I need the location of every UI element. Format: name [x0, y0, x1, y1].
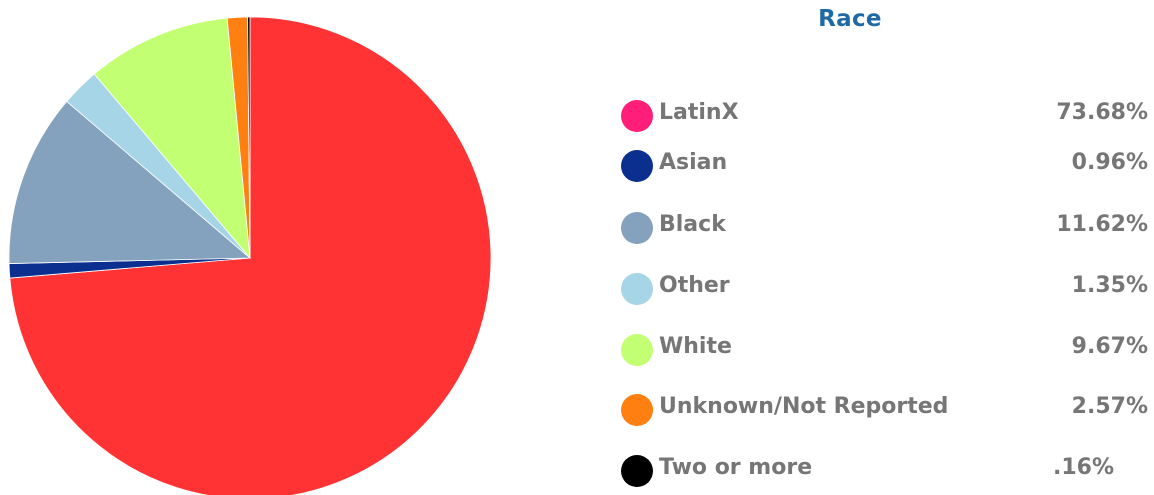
legend-item-asian: Asian 0.96% — [618, 146, 1154, 186]
legend-value: 73.68% — [1056, 100, 1148, 125]
legend-swatch — [621, 334, 653, 366]
legend-label: LatinX — [659, 100, 739, 125]
legend-swatch — [621, 455, 653, 487]
legend-item-other: Other 1.35% — [618, 269, 1154, 309]
legend-swatch — [621, 150, 653, 182]
legend-label: Other — [659, 273, 730, 298]
pie-slice-white — [93, 17, 251, 260]
pie-slice-black — [8, 100, 252, 264]
legend-label: White — [659, 334, 732, 359]
legend-label: Unknown/Not Reported — [659, 394, 949, 419]
legend-value: .16% — [1052, 455, 1114, 480]
legend-value: 11.62% — [1056, 212, 1148, 237]
legend-value: 0.96% — [1071, 150, 1148, 175]
legend-label: Black — [659, 212, 726, 237]
chart-title: Race — [818, 6, 882, 32]
legend-value: 1.35% — [1071, 273, 1148, 298]
legend-item-two-or-more: Two or more .16% — [618, 451, 1154, 491]
legend-swatch — [621, 394, 653, 426]
legend-value: 2.57% — [1071, 394, 1148, 419]
legend-swatch — [621, 212, 653, 244]
pie-chart — [8, 16, 492, 495]
legend-item-unknown: Unknown/Not Reported 2.57% — [618, 390, 1154, 430]
legend-value: 9.67% — [1071, 334, 1148, 359]
legend-item-black: Black 11.62% — [618, 208, 1154, 248]
legend-item-latinx: LatinX 73.68% — [618, 96, 1154, 136]
legend-label: Two or more — [659, 455, 813, 480]
legend-swatch — [621, 273, 653, 305]
pie-slice-two-or-more — [247, 16, 251, 259]
legend-swatch — [621, 100, 653, 132]
legend-label: Asian — [659, 150, 728, 175]
legend-item-white: White 9.67% — [618, 330, 1154, 370]
